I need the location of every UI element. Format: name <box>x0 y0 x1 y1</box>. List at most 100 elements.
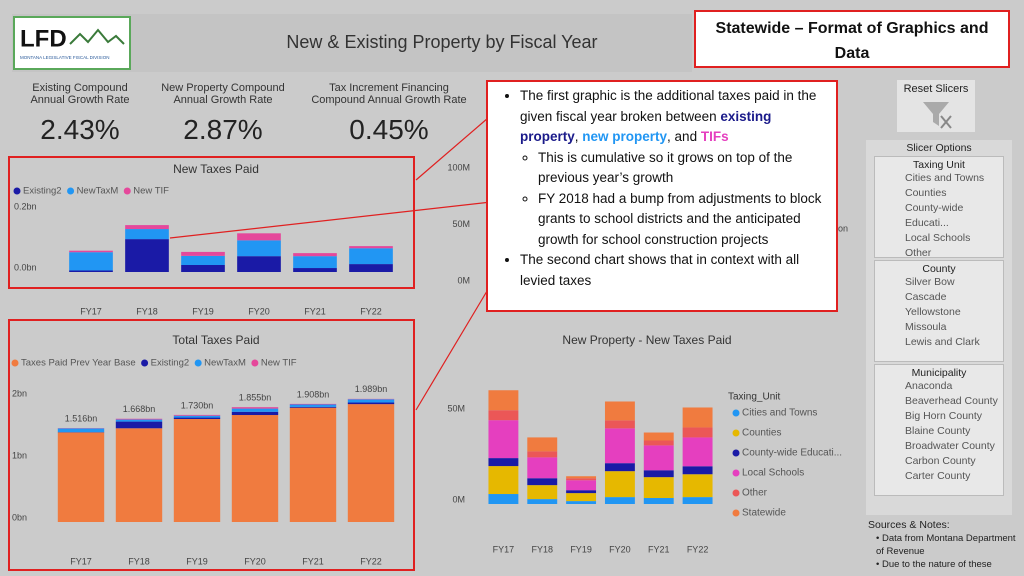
slicer-item[interactable]: Local Schools <box>905 232 971 244</box>
bar-segment <box>115 428 163 522</box>
legend-label: Other <box>742 488 768 499</box>
bar-segment <box>566 501 597 504</box>
slicer-item[interactable]: Cascade <box>905 291 947 303</box>
legend-title: Taxing_Unit <box>728 392 780 403</box>
slicer-item[interactable]: Silver Bow <box>905 276 955 288</box>
bar-segment <box>57 432 105 522</box>
total-label: 1.855bn <box>239 393 272 403</box>
x-tick-label: FY21 <box>302 556 324 566</box>
text: The first graphic is the additional taxe… <box>520 88 817 124</box>
total-label: 1.908bn <box>297 389 330 399</box>
bar-segment <box>604 401 635 421</box>
bar-segment <box>173 414 221 416</box>
bar-segment <box>347 402 395 405</box>
bar-segment <box>682 427 713 438</box>
bar-segment <box>347 404 395 522</box>
legend-label: Existing2 <box>23 186 62 197</box>
bar-segment <box>237 240 281 257</box>
x-tick-label: FY22 <box>687 544 709 554</box>
bar-segment <box>604 463 635 472</box>
reset-slicers-button[interactable]: Reset Slicers <box>897 80 975 132</box>
slicer-item[interactable]: Missoula <box>905 321 947 333</box>
bar-segment <box>527 451 558 458</box>
x-tick-label: FY18 <box>531 544 553 554</box>
slicer-item[interactable]: Carter County <box>905 470 971 482</box>
bar-segment <box>173 418 221 522</box>
legend-swatch <box>732 509 740 517</box>
chart-title: New Taxes Paid <box>173 162 259 176</box>
sub-bullet: This is cumulative so it grows on top of… <box>538 148 826 189</box>
logo: LFD <box>20 25 67 52</box>
bar-segment <box>643 470 674 478</box>
bar-segment <box>125 239 169 272</box>
slicer-item[interactable]: Broadwater County <box>905 440 995 452</box>
highlight: existing property <box>520 108 772 145</box>
x-tick-label: FY17 <box>493 544 515 554</box>
logo-subtitle: MONTANA LEGISLATIVE FISCAL DIVISION <box>20 55 109 60</box>
kpi: Existing Compound Annual Growth Rate 2.43… <box>20 82 140 146</box>
y-tick-label: 0bn <box>12 512 27 522</box>
slicer-item[interactable]: Blaine County <box>905 425 971 437</box>
slicer-item[interactable]: Yellowstone <box>905 306 961 318</box>
bar-segment <box>527 478 558 486</box>
bar-segment <box>566 476 597 479</box>
bar-segment <box>173 417 221 419</box>
slicer-item[interactable]: Carbon County <box>905 455 976 467</box>
bar-segment <box>289 403 337 405</box>
bar-segment <box>289 404 337 407</box>
slicer-item[interactable]: Anaconda <box>905 380 953 392</box>
legend-swatch <box>67 187 75 195</box>
total-label: 1.989bn <box>355 384 388 394</box>
legend-swatch <box>123 187 131 195</box>
slicer-item[interactable]: Counties <box>905 187 947 199</box>
legend-label: Statewide <box>742 508 786 519</box>
bullet-list: The first graphic is the additional taxe… <box>498 86 826 291</box>
bar-segment <box>237 256 281 272</box>
sub-bullet: FY 2018 had a bump from adjustments to b… <box>538 189 826 251</box>
slicer-item[interactable]: County-wide Educati... <box>905 202 964 229</box>
bar-segment <box>527 499 558 504</box>
slicer-item[interactable]: Other <box>905 247 932 258</box>
slicer: Taxing Unit Cities and Towns Counties Count… <box>874 156 1004 258</box>
bar-segment <box>231 411 279 416</box>
x-tick-label: FY17 <box>70 556 92 566</box>
x-tick-label: FY22 <box>360 306 382 316</box>
bar-segment <box>527 485 558 500</box>
bar-segment <box>349 264 393 272</box>
bar-segment <box>293 268 337 272</box>
y-tick-label: 0.2bn <box>14 201 37 211</box>
bar-segment <box>488 494 519 504</box>
x-tick-label: FY20 <box>248 306 270 316</box>
bar-segment <box>231 408 279 412</box>
callout: The first graphic is the additional taxe… <box>486 80 838 312</box>
note-text: Data from Montana Department of Revenue <box>876 533 1016 557</box>
bar-segment <box>69 252 113 271</box>
bar-segment <box>527 457 558 479</box>
legend-swatch <box>732 469 740 477</box>
bar-segment <box>115 421 163 429</box>
x-tick-label: FY20 <box>244 556 266 566</box>
bar-segment <box>566 480 597 491</box>
button-label: Reset Slicers <box>903 83 969 95</box>
slicer-item[interactable]: Big Horn County <box>905 410 983 422</box>
bar-segment <box>643 445 674 471</box>
kpi-value: 0.45% <box>349 114 429 145</box>
bar-segment <box>69 250 113 253</box>
x-tick-label: FY20 <box>609 544 631 554</box>
y-tick-label: 50M <box>452 219 470 229</box>
bar-segment <box>682 466 713 475</box>
bar-segment <box>289 406 337 408</box>
bar-segment <box>57 428 105 433</box>
bar-segment <box>643 432 674 441</box>
bar-segment <box>682 437 713 467</box>
kpi-label: Existing Compound Annual Growth Rate <box>30 82 130 106</box>
legend-swatch <box>141 359 149 367</box>
y-tick-label: 100M <box>447 162 470 172</box>
slicer-item[interactable]: Beaverhead County <box>905 395 998 407</box>
chart-title: Total Taxes Paid <box>172 333 259 347</box>
bar-segment <box>231 415 279 522</box>
slicer-item[interactable]: Lewis and Clark <box>905 336 980 348</box>
x-tick-label: FY17 <box>80 306 102 316</box>
slicer-item[interactable]: Cities and Towns <box>905 172 985 184</box>
